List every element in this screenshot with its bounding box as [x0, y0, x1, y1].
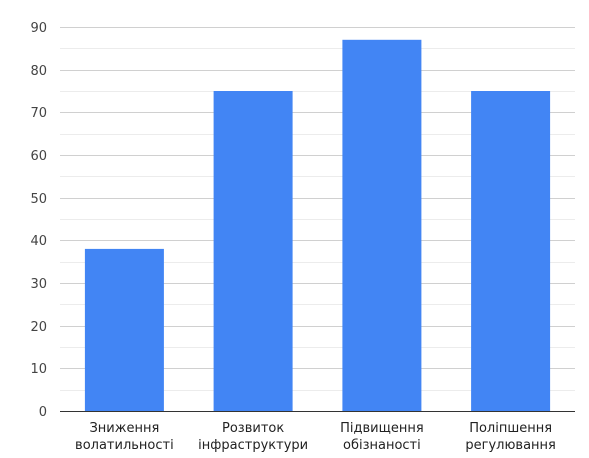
y-tick-label: 0 [39, 405, 47, 420]
y-tick-label: 80 [30, 64, 47, 79]
x-category-label: Поліпшення регулювання [465, 421, 555, 453]
y-tick-label: 60 [30, 149, 47, 164]
y-tick-labels: 0 10 20 30 40 50 60 70 80 90 [30, 21, 47, 420]
x-category-labels: Зниження волатильності Розвиток інфраструкт… [75, 421, 556, 453]
x-category-label: Підвищення обізнаності [340, 421, 424, 453]
y-tick-label: 10 [30, 362, 47, 377]
bar [213, 91, 293, 411]
bar [342, 39, 422, 412]
x-category-label: Розвиток інфраструктури [198, 421, 308, 453]
y-tick-label: 40 [30, 234, 47, 249]
y-tick-label: 30 [30, 277, 47, 292]
y-tick-label: 50 [30, 192, 47, 207]
bar [84, 248, 164, 411]
y-tick-label: 90 [30, 21, 47, 36]
bars [84, 39, 551, 412]
bar [471, 91, 551, 411]
y-tick-label: 20 [30, 320, 47, 335]
y-tick-label: 70 [30, 106, 47, 121]
x-category-label: Зниження волатильності [75, 421, 174, 453]
